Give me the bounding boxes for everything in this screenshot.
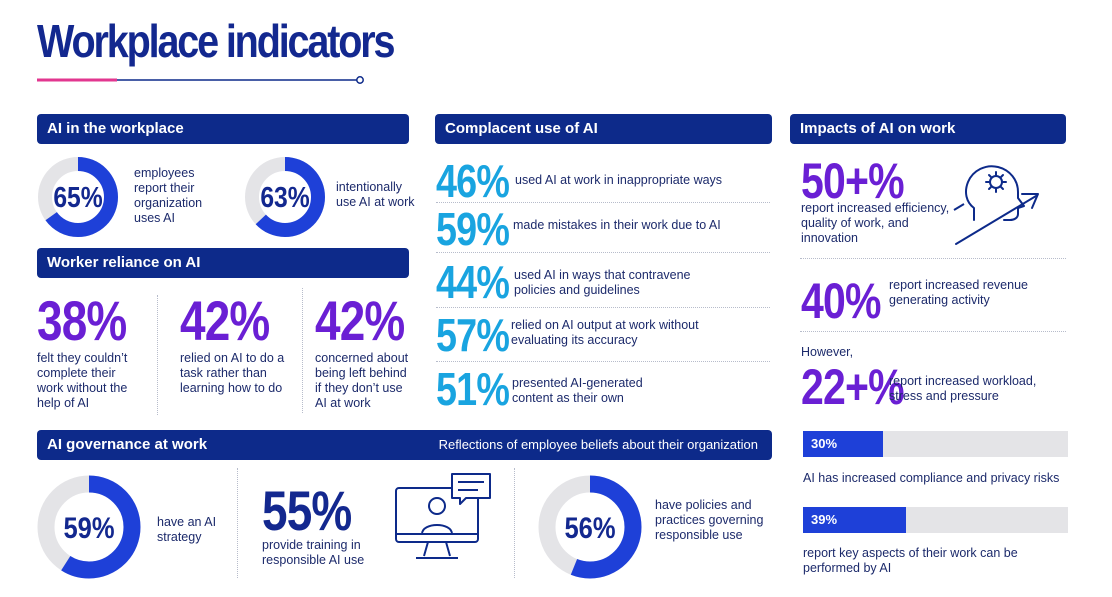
ring-value-56: 56%: [564, 512, 616, 545]
head-gear-arrow-icon: [953, 165, 1039, 245]
reliance-text-2: relied on AI to do a task rather than le…: [180, 351, 285, 395]
ai-workplace-text-2: intentionally use AI at work: [336, 180, 415, 209]
ai-workplace-text-1: employees report their organization uses…: [134, 166, 203, 225]
however-label: However,: [801, 345, 854, 359]
divider: [436, 307, 770, 308]
divider: [436, 252, 770, 253]
progress-bar-39: 39%: [803, 507, 1068, 533]
complacent-stat-3: 44%: [436, 256, 510, 308]
computer-user-chat-icon: [395, 473, 491, 559]
complacent-stat-5: 51%: [436, 363, 510, 415]
progress-bar-30: 30%: [803, 431, 1068, 457]
complacent-text-5: presented AI-generated content as their …: [512, 376, 643, 405]
divider: [436, 202, 770, 203]
progress-fill-30: 30%: [803, 431, 883, 457]
ring-value-63: 63%: [260, 182, 310, 214]
governance-text-3: have policies and practices governing re…: [655, 498, 764, 542]
complacent-stat-1: 46%: [436, 155, 510, 207]
impacts-text-3: report increased workload, stress and pr…: [889, 374, 1037, 403]
ring-chart-65: [38, 157, 118, 237]
impacts-stat-2: 40%: [801, 273, 881, 329]
complacent-text-2: made mistakes in their work due to AI: [513, 218, 721, 232]
impacts-header-label: Impacts of AI on work: [800, 120, 956, 137]
complacent-stat-4: 57%: [436, 309, 510, 361]
reliance-header-label: Worker reliance on AI: [47, 254, 201, 271]
complacent-header: Complacent use of AI: [435, 114, 772, 144]
reliance-stat-2: 42%: [180, 289, 270, 352]
progress-fill-39: 39%: [803, 507, 907, 533]
ring-chart-59: [37, 475, 141, 579]
complacent-stat-2: 59%: [436, 203, 510, 255]
title-underline: [37, 76, 364, 84]
impacts-stat-3: 22+%: [801, 359, 905, 415]
ai-workplace-header: AI in the workplace: [37, 114, 409, 144]
impacts-text-1: report increased efficiency, quality of …: [801, 201, 950, 245]
divider: [237, 468, 238, 578]
ring-value-65: 65%: [53, 182, 103, 214]
divider: [800, 258, 1066, 259]
impacts-stat-1: 50+%: [801, 153, 905, 209]
divider: [436, 361, 770, 362]
ring-value-59: 59%: [63, 512, 115, 545]
reliance-stat-1: 38%: [37, 289, 127, 352]
reliance-header: Worker reliance on AI: [37, 248, 409, 278]
ai-workplace-header-label: AI in the workplace: [47, 120, 184, 137]
bar-text-2: report key aspects of their work can be …: [803, 546, 1018, 575]
impacts-header: Impacts of AI on work: [790, 114, 1066, 144]
divider: [514, 468, 515, 578]
governance-header-label: AI governance at work: [47, 436, 208, 453]
reliance-text-3: concerned about being left behind if the…: [315, 351, 409, 410]
complacent-header-label: Complacent use of AI: [445, 120, 598, 137]
complacent-text-3: used AI in ways that contravene policies…: [514, 268, 691, 297]
ring-chart-63: [245, 157, 325, 237]
ring-chart-56: [538, 475, 642, 579]
divider: [302, 288, 303, 413]
governance-header: AI governance at work Reflections of emp…: [37, 430, 772, 460]
complacent-text-1: used AI at work in inappropriate ways: [515, 173, 723, 187]
governance-subheader: Reflections of employee beliefs about th…: [438, 437, 758, 452]
divider: [800, 331, 1066, 332]
complacent-text-4: relied on AI output at work without eval…: [511, 318, 699, 347]
reliance-stat-3: 42%: [315, 289, 405, 352]
page-title: Workplace indicators: [37, 15, 396, 67]
reliance-text-1: felt they couldn’t complete their work w…: [37, 351, 128, 410]
governance-text-2: provide training in responsible AI use: [262, 538, 365, 567]
divider: [157, 295, 158, 415]
impacts-text-2: report increased revenue generating acti…: [889, 278, 1028, 307]
governance-stat: 55%: [262, 479, 352, 542]
bar-text-1: AI has increased compliance and privacy …: [803, 471, 1060, 485]
governance-text-1: have an AI strategy: [157, 515, 217, 544]
